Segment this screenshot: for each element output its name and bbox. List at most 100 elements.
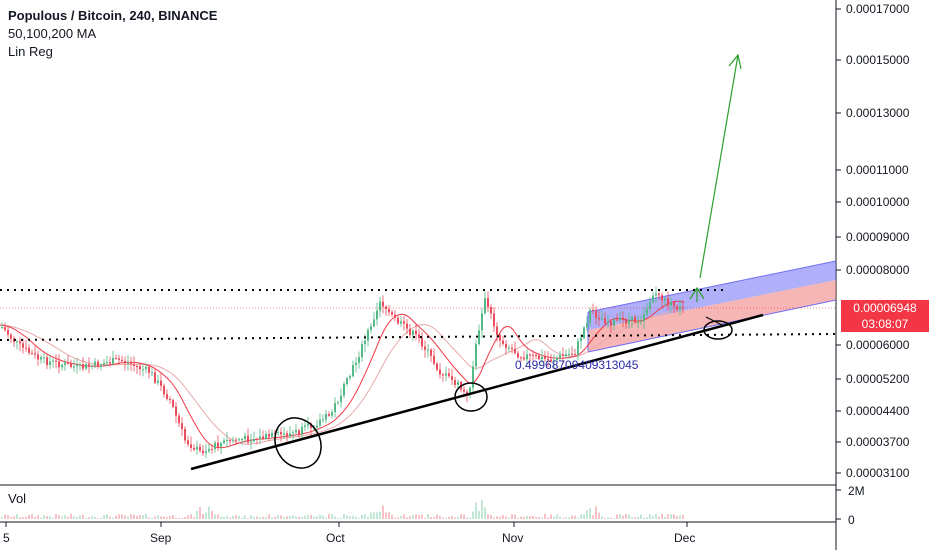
candle-body xyxy=(253,439,255,442)
candle-body xyxy=(550,359,552,362)
candle-body xyxy=(478,330,480,344)
highlight-ellipse-3[interactable] xyxy=(703,320,733,340)
volume-label[interactable]: Vol xyxy=(8,491,27,506)
volume-bar xyxy=(655,514,657,519)
candle-body xyxy=(481,313,483,331)
volume-bar xyxy=(358,517,360,519)
candle-body xyxy=(505,343,507,348)
candle-body xyxy=(109,362,111,364)
candle-body xyxy=(232,439,234,441)
volume-bar xyxy=(265,517,267,519)
volume-bar xyxy=(592,515,594,519)
volume-bar xyxy=(547,517,549,519)
candle-body xyxy=(298,430,300,435)
candle-body xyxy=(409,328,411,336)
linreg-value-label: 0.49968709409313045 xyxy=(515,358,639,372)
volume-bar xyxy=(355,516,357,519)
candle-body xyxy=(622,317,624,321)
candle-body xyxy=(55,360,57,362)
candle-body xyxy=(673,302,675,307)
volume-bar xyxy=(79,515,81,519)
volume-bar xyxy=(454,517,456,519)
candle-body xyxy=(631,316,633,321)
volume-bar xyxy=(634,517,636,519)
projection-arrow[interactable] xyxy=(699,53,742,279)
candle-body xyxy=(112,358,114,364)
candle-body xyxy=(58,361,60,368)
candle-body xyxy=(250,441,252,443)
volume-bar xyxy=(124,515,126,519)
linreg-indicator-label[interactable]: Lin Reg xyxy=(8,44,53,59)
volume-bar xyxy=(208,506,210,519)
candle-body xyxy=(43,357,45,359)
candle-body xyxy=(226,440,228,441)
candle-body xyxy=(322,419,324,421)
price-tick-label: 0.00009000 xyxy=(846,230,910,244)
candle-body xyxy=(544,356,546,359)
volume-bar xyxy=(583,514,585,519)
candle-body xyxy=(391,312,393,315)
candle-body xyxy=(91,365,93,367)
volume-bar xyxy=(631,517,633,519)
volume-bar xyxy=(622,515,624,519)
candle-body xyxy=(370,326,372,330)
volume-bar xyxy=(499,516,501,519)
candle-body xyxy=(211,448,213,450)
price-tick-label: 0.00005200 xyxy=(846,372,910,386)
time-scale[interactable]: 5 Sep Oct Nov Dec xyxy=(3,522,695,545)
candle-body xyxy=(394,314,396,318)
volume-bars xyxy=(1,500,684,519)
volume-bar xyxy=(73,516,75,519)
volume-bar xyxy=(370,512,372,519)
ma-indicator-label[interactable]: 50,100,200 MA xyxy=(8,26,97,41)
volume-bar xyxy=(229,517,231,519)
candle-body xyxy=(334,403,336,413)
time-label-oct: Oct xyxy=(326,531,345,545)
volume-bar xyxy=(67,516,69,519)
volume-bar xyxy=(277,514,279,519)
volume-bar xyxy=(400,516,402,519)
volume-bar xyxy=(187,515,189,519)
highlight-ellipse-1[interactable] xyxy=(266,409,330,476)
volume-bar xyxy=(445,518,447,519)
volume-bar xyxy=(586,510,588,519)
volume-bar xyxy=(334,516,336,519)
candle-body xyxy=(196,446,198,450)
volume-bar xyxy=(70,514,72,519)
candle-body xyxy=(523,357,525,360)
volume-bar xyxy=(442,517,444,519)
time-label-dec: Dec xyxy=(674,531,695,545)
small-up-arrow[interactable] xyxy=(689,286,705,302)
volume-bar xyxy=(307,515,309,519)
volume-bar xyxy=(49,516,51,519)
volume-bar xyxy=(223,516,225,519)
volume-bar xyxy=(103,515,105,519)
price-scale[interactable]: 0.00017000 0.00015000 0.00013000 0.00011000… xyxy=(836,2,910,480)
candle-body xyxy=(265,434,267,439)
volume-bar xyxy=(526,516,528,519)
volume-bar xyxy=(532,515,534,519)
volume-bar xyxy=(556,514,558,519)
highlight-ellipse-2[interactable] xyxy=(454,382,488,412)
candle-body xyxy=(19,341,21,344)
candle-body xyxy=(169,399,171,400)
volume-bar xyxy=(640,514,642,519)
volume-bar xyxy=(271,517,273,519)
trend-line[interactable] xyxy=(190,313,764,471)
candle-body xyxy=(484,298,486,314)
volume-bar xyxy=(211,510,213,519)
candle-body xyxy=(421,338,423,347)
symbol-title[interactable]: Populous / Bitcoin, 240, BINANCE xyxy=(8,8,218,23)
volume-bar xyxy=(628,514,630,519)
candle-body xyxy=(592,309,594,311)
volume-bar xyxy=(544,514,546,519)
candle-body xyxy=(88,364,90,367)
volume-bar xyxy=(121,514,123,519)
candle-body xyxy=(349,376,351,379)
candle-body xyxy=(115,358,117,359)
candle-body xyxy=(106,362,108,364)
candle-body xyxy=(463,389,465,392)
volume-bar xyxy=(415,514,417,519)
volume-bar xyxy=(196,510,198,519)
